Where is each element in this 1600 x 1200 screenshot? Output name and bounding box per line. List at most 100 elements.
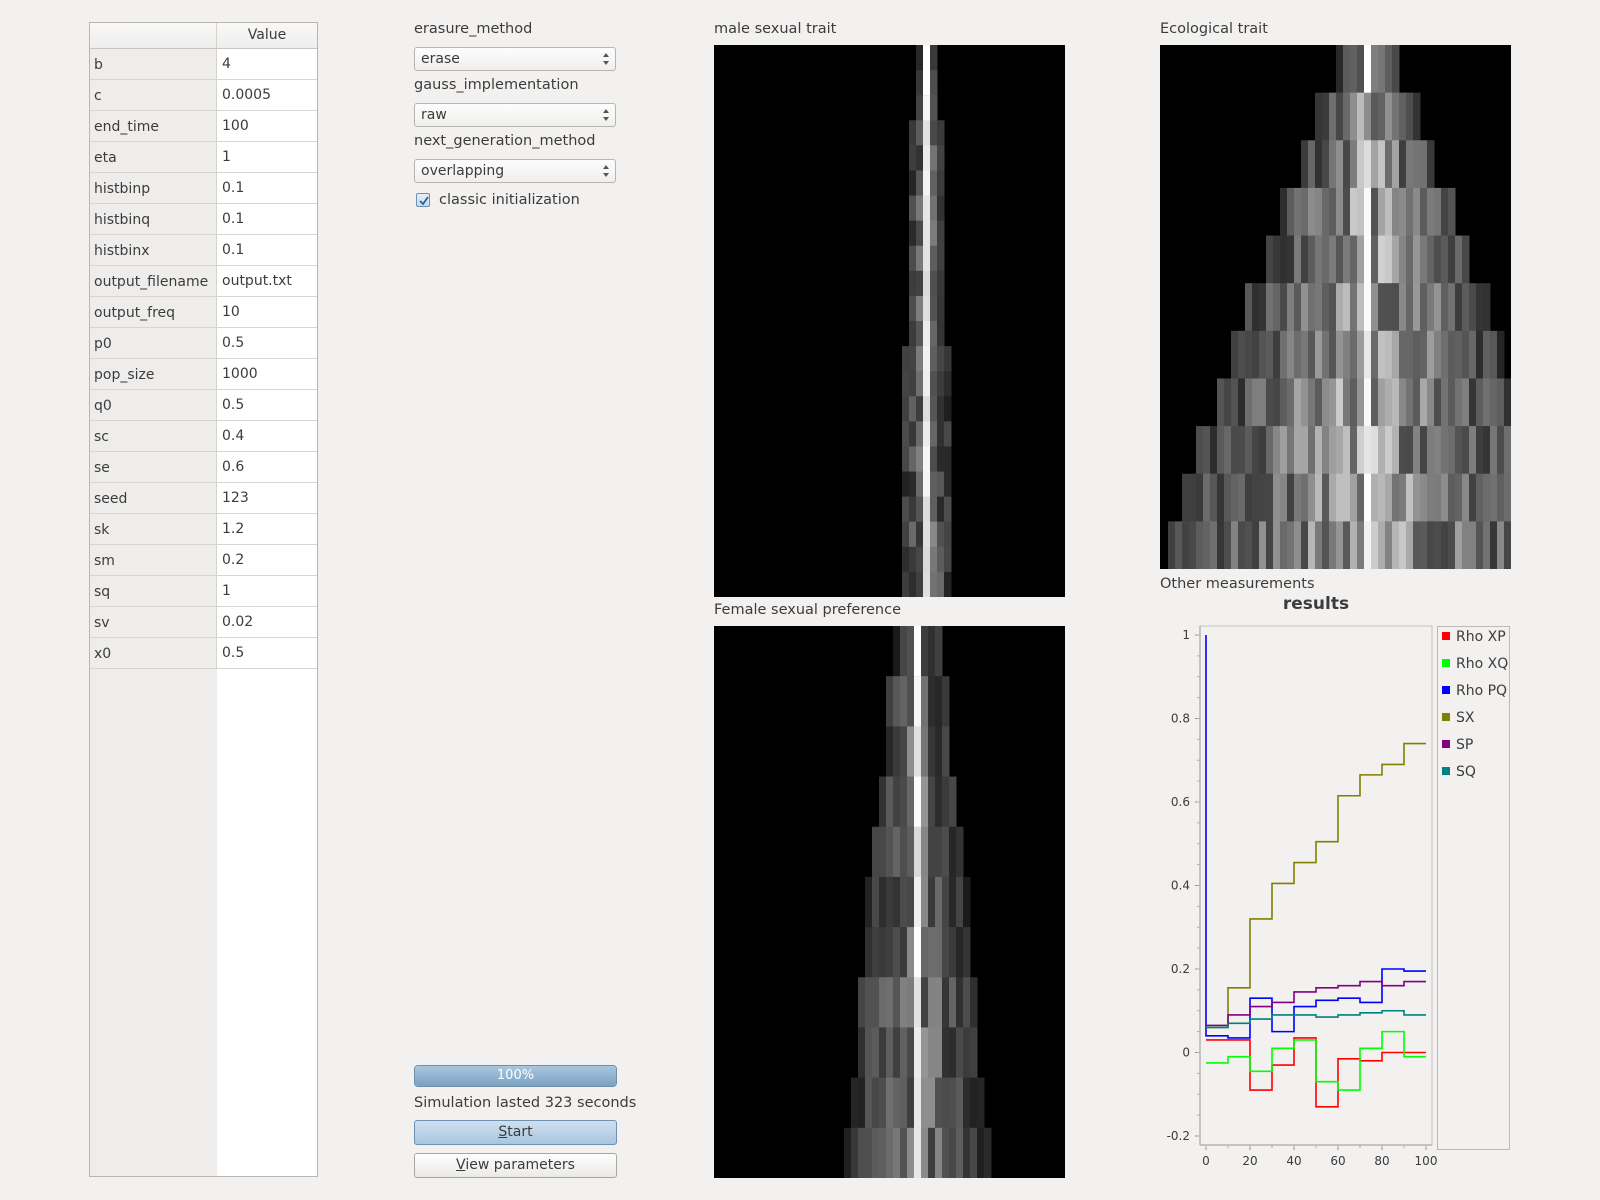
param-key: sc [90, 421, 217, 451]
param-key: p0 [90, 328, 217, 358]
gauss-implementation-value: raw [421, 107, 447, 123]
param-value[interactable]: 0.1 [218, 204, 317, 234]
y-tick-label: 0.8 [1171, 712, 1190, 726]
series-line-sq [1206, 1009, 1426, 1029]
legend-item: SQ [1442, 764, 1476, 780]
value-column-header: Value [247, 27, 287, 43]
y-tick-label: -0.2 [1167, 1129, 1190, 1143]
y-tick-label: 0 [1182, 1046, 1190, 1060]
classic-initialization-checkbox[interactable] [416, 193, 430, 207]
table-row[interactable]: q0 0.5 [90, 390, 317, 421]
erasure-method-label: erasure_method [414, 21, 533, 37]
table-row[interactable]: histbinq 0.1 [90, 204, 317, 235]
param-value[interactable]: 0.2 [218, 545, 317, 575]
table-row[interactable]: pop_size 1000 [90, 359, 317, 390]
param-value[interactable]: 1 [218, 576, 317, 606]
param-value[interactable]: output.txt [218, 266, 317, 296]
table-row[interactable]: sk 1.2 [90, 514, 317, 545]
parameters-table[interactable]: Value b 4 c 0.0005 end_time 100 eta 1 histbinp 0.… [89, 22, 318, 1177]
table-row[interactable]: se 0.6 [90, 452, 317, 483]
spinner-arrows-icon [602, 108, 610, 122]
param-value[interactable]: 1 [218, 142, 317, 172]
table-row[interactable]: eta 1 [90, 142, 317, 173]
legend-swatch [1442, 632, 1450, 640]
male-trait-title: male sexual trait [714, 21, 837, 37]
param-key: eta [90, 142, 217, 172]
table-row[interactable]: p0 0.5 [90, 328, 317, 359]
param-key: c [90, 80, 217, 110]
view-mnemonic: V [456, 1157, 466, 1173]
x-tick-label: 80 [1374, 1154, 1389, 1168]
erasure-method-select[interactable]: erase [414, 47, 616, 71]
start-label: tart [507, 1124, 533, 1140]
legend-label: Rho PQ [1456, 683, 1508, 699]
table-row[interactable]: sq 1 [90, 576, 317, 607]
param-value[interactable]: 0.5 [218, 638, 317, 668]
series-line-rho-xq [1206, 1030, 1426, 1091]
table-row[interactable]: histbinx 0.1 [90, 235, 317, 266]
female-preference-title: Female sexual preference [714, 602, 901, 618]
param-value[interactable]: 1.2 [218, 514, 317, 544]
progress-bar: 100% [414, 1065, 617, 1087]
table-row[interactable]: x0 0.5 [90, 638, 317, 669]
param-value[interactable]: 0.5 [218, 328, 317, 358]
legend-swatch [1442, 740, 1450, 748]
spinner-arrows-icon [602, 164, 610, 178]
legend-item: Rho PQ [1442, 683, 1507, 699]
param-value[interactable]: 4 [218, 49, 317, 79]
y-tick-label: 0.6 [1171, 795, 1190, 809]
table-row[interactable]: seed 123 [90, 483, 317, 514]
x-tick-label: 40 [1286, 1154, 1301, 1168]
param-value[interactable]: 0.1 [218, 173, 317, 203]
table-row[interactable]: histbinp 0.1 [90, 173, 317, 204]
param-key: sm [90, 545, 217, 575]
table-row[interactable]: sv 0.02 [90, 607, 317, 638]
progress-fill [415, 1066, 616, 1086]
param-value[interactable]: 0.6 [218, 452, 317, 482]
y-tick-label: 0.2 [1171, 962, 1190, 976]
table-row[interactable]: output_filename output.txt [90, 266, 317, 297]
x-tick-label: 60 [1330, 1154, 1345, 1168]
param-key: pop_size [90, 359, 217, 389]
x-tick-label: 20 [1242, 1154, 1257, 1168]
legend-item: Rho XQ [1442, 656, 1508, 672]
param-key: sk [90, 514, 217, 544]
param-key: output_freq [90, 297, 217, 327]
start-button[interactable]: Start [414, 1120, 617, 1145]
series-line-sx [1206, 742, 1426, 1029]
classic-initialization-label[interactable]: classic initialization [439, 192, 580, 208]
param-value[interactable]: 1000 [218, 359, 317, 389]
param-value[interactable]: 100 [218, 111, 317, 141]
table-row[interactable]: sm 0.2 [90, 545, 317, 576]
table-row[interactable]: output_freq 10 [90, 297, 317, 328]
legend-swatch [1442, 686, 1450, 694]
heatmap-image [902, 45, 952, 597]
param-key: end_time [90, 111, 217, 141]
param-value[interactable]: 0.4 [218, 421, 317, 451]
param-value[interactable]: 0.02 [218, 607, 317, 637]
legend-swatch [1442, 767, 1450, 775]
view-parameters-button[interactable]: View parameters [414, 1153, 617, 1178]
gauss-implementation-select[interactable]: raw [414, 103, 616, 127]
table-row[interactable]: sc 0.4 [90, 421, 317, 452]
param-value[interactable]: 0.1 [218, 235, 317, 265]
table-row[interactable]: end_time 100 [90, 111, 317, 142]
table-row[interactable]: c 0.0005 [90, 80, 317, 111]
param-key: sv [90, 607, 217, 637]
legend-item: SX [1442, 710, 1474, 726]
param-key: sq [90, 576, 217, 606]
view-parameters-label: iew parameters [465, 1157, 575, 1173]
param-value[interactable]: 0.5 [218, 390, 317, 420]
ecological-trait-heatmap [1160, 45, 1511, 569]
param-value[interactable]: 0.0005 [218, 80, 317, 110]
param-value[interactable]: 123 [218, 483, 317, 513]
male-sexual-trait-heatmap [714, 45, 1065, 597]
y-tick-label: 1 [1182, 628, 1190, 642]
spinner-arrows-icon [602, 52, 610, 66]
x-tick-label: 100 [1415, 1154, 1438, 1168]
param-key: b [90, 49, 217, 79]
start-mnemonic: S [498, 1124, 508, 1140]
param-value[interactable]: 10 [218, 297, 317, 327]
next-generation-method-select[interactable]: overlapping [414, 159, 616, 183]
